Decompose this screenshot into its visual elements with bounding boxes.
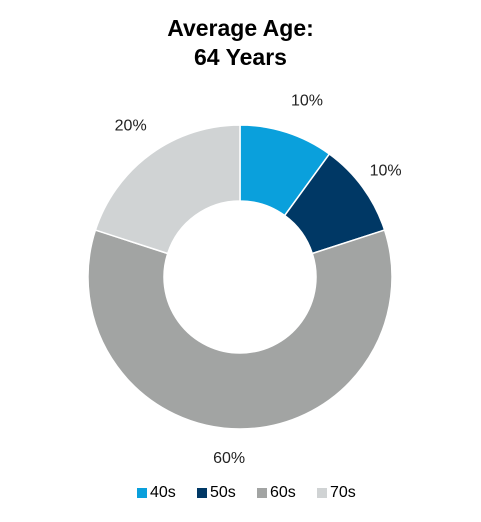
chart-title-line-1: Average Age: xyxy=(167,15,314,41)
donut-slice-70s xyxy=(94,124,241,255)
legend-label-70s: 70s xyxy=(330,484,356,501)
legend-swatch-70s xyxy=(317,488,327,498)
legend-label-50s: 50s xyxy=(210,484,236,501)
chart-title-line-2: 64 Years xyxy=(194,44,287,70)
donut-slice-60s xyxy=(87,229,393,430)
data-label-50s: 10% xyxy=(370,162,402,179)
legend-label-60s: 60s xyxy=(270,484,296,501)
chart-title: Average Age: 64 Years xyxy=(0,14,481,72)
legend-swatch-50s xyxy=(197,488,207,498)
chart-legend: 40s 50s 60s 70s xyxy=(137,484,356,501)
legend-label-40s: 40s xyxy=(150,484,176,501)
data-label-60s: 60% xyxy=(213,450,245,467)
data-label-70s: 20% xyxy=(115,118,147,135)
donut-slices xyxy=(87,124,393,430)
slice-data-labels: 10% 10% 60% 20% xyxy=(115,93,402,467)
legend-swatch-40s xyxy=(137,488,147,498)
data-label-40s: 10% xyxy=(291,93,323,110)
legend-swatch-60s xyxy=(257,488,267,498)
